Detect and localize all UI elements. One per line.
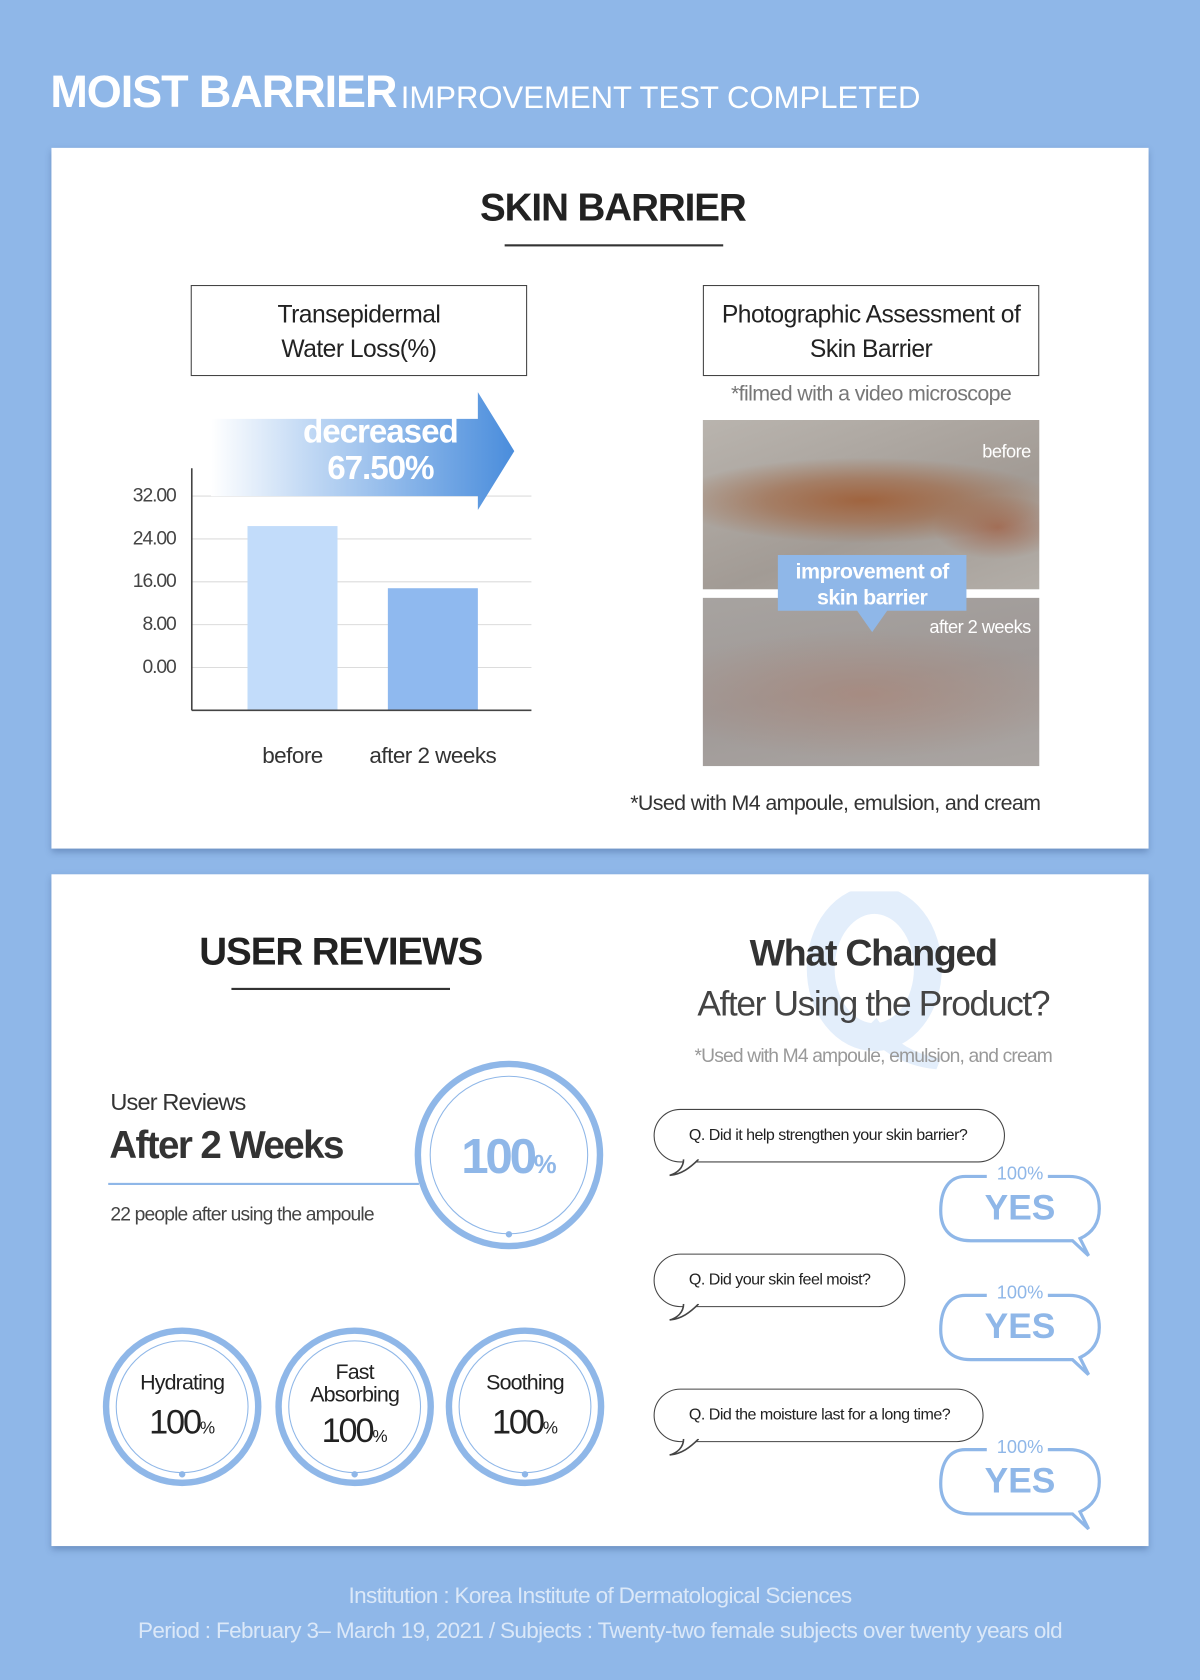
improvement-banner: improvement of skin barrier [778, 559, 967, 610]
bar-after-2-weeks [387, 588, 478, 711]
question-tail [669, 1303, 700, 1321]
before-photo-label: before [982, 441, 1031, 462]
yes-answer: YES [984, 1460, 1056, 1501]
banner-line2: skin barrier [816, 586, 928, 610]
badge-fast-absorbing: Fast Absorbing 100% [275, 1327, 434, 1487]
q-watermark-icon [806, 891, 942, 1070]
chart-title-line1: Transepidermal [277, 300, 441, 328]
question-bubble: Q. Did the moisture last for a long time… [653, 1388, 984, 1443]
badge-hydrating: Hydrating 100% [102, 1327, 262, 1487]
chart-title-box: Transepidermal Water Loss(%) [190, 285, 528, 377]
yes-percent: 100% [996, 1282, 1044, 1303]
question-bubble: Q. Did your skin feel moist? [653, 1253, 906, 1308]
badge-soothing: Soothing 100% [445, 1327, 605, 1487]
photo-title-line2: Skin Barrier [809, 334, 933, 363]
skin-barrier-title: SKIN BARRIER [479, 185, 747, 230]
bar-before [247, 526, 338, 711]
y-tick-label: 0.00 [142, 655, 176, 678]
skin-barrier-footnote: *Used with M4 ampoule, emulsion, and cre… [630, 791, 1041, 816]
yes-percent: 100% [996, 1163, 1044, 1184]
decrease-arrow [211, 392, 515, 511]
user-reviews-title: USER REVIEWS [199, 928, 483, 973]
ring-dot [351, 1471, 358, 1478]
footer-period: Period : February 3– March 19, 2021 / Su… [138, 1618, 1063, 1644]
photo-title-box: Photographic Assessment of Skin Barrier [702, 285, 1040, 377]
y-tick-label: 8.00 [142, 612, 176, 635]
badge-value: 100% [321, 1411, 388, 1450]
bar-chart [190, 392, 532, 712]
question-tail [669, 1159, 700, 1177]
y-tick-label: 32.00 [132, 484, 177, 506]
what-changed-title: What Changed [749, 932, 998, 974]
y-tick-label: 16.00 [132, 570, 177, 592]
yes-bubble-outline [939, 1293, 1101, 1376]
title-underline [504, 244, 724, 247]
reviews-subtext: 22 people after using the ampoule [110, 1203, 374, 1225]
photo-note: *filmed with a video microscope [730, 382, 1012, 407]
reviews-heading: After 2 Weeks [109, 1122, 344, 1167]
badge-label: Soothing [486, 1371, 565, 1396]
yes-bubble: 100% YES [939, 1283, 1101, 1376]
decrease-label: decreased 67.50% [268, 412, 493, 487]
big-percent-circle: 100% [414, 1060, 604, 1250]
ring-dot [178, 1471, 186, 1478]
footer-institution: Institution : Korea Institute of Dermato… [348, 1583, 852, 1609]
improvement-banner-shape [777, 555, 967, 633]
chart-title-line2: Water Loss(%) [281, 334, 437, 363]
ring-dot [521, 1471, 529, 1478]
question-bubble: Q. Did it help strengthen your skin barr… [653, 1108, 1006, 1163]
badge-value: 100% [491, 1402, 559, 1442]
reviews-underline [231, 987, 451, 991]
yes-answer: YES [984, 1306, 1056, 1346]
x-label-before: before [262, 743, 323, 769]
yes-answer: YES [984, 1187, 1056, 1227]
x-label-after: after 2 weeks [369, 743, 497, 769]
yes-bubble: 100% YES [939, 1437, 1101, 1531]
badge-label: Fast Absorbing [310, 1360, 400, 1407]
page-subtitle: IMPROVEMENT TEST COMPLETED [400, 81, 921, 116]
decrease-text: decreased [302, 412, 459, 451]
ring-dot [505, 1231, 513, 1238]
question-tail [669, 1438, 700, 1456]
big-percent-value: 100% [461, 1128, 557, 1184]
after-photo-label: after 2 weeks [929, 617, 1031, 638]
yes-bubble-outline [939, 1448, 1101, 1531]
reviews-divider [108, 1182, 419, 1185]
page-title: MOIST BARRIER [50, 66, 397, 117]
yes-bubble-outline [939, 1174, 1101, 1257]
reviews-label: User Reviews [110, 1088, 246, 1116]
badge-value: 100% [149, 1402, 216, 1442]
badge-label: Hydrating [140, 1371, 225, 1396]
yes-percent: 100% [996, 1436, 1044, 1458]
y-tick-label: 24.00 [132, 527, 177, 549]
what-changed-subtitle: After Using the Product? [697, 983, 1050, 1024]
photo-title-line1: Photographic Assessment of [721, 300, 1021, 328]
what-changed-note: *Used with M4 ampoule, emulsion, and cre… [694, 1044, 1053, 1067]
decrease-value: 67.50% [327, 448, 434, 487]
yes-bubble: 100% YES [939, 1164, 1101, 1257]
banner-line1: improvement of [795, 560, 950, 584]
